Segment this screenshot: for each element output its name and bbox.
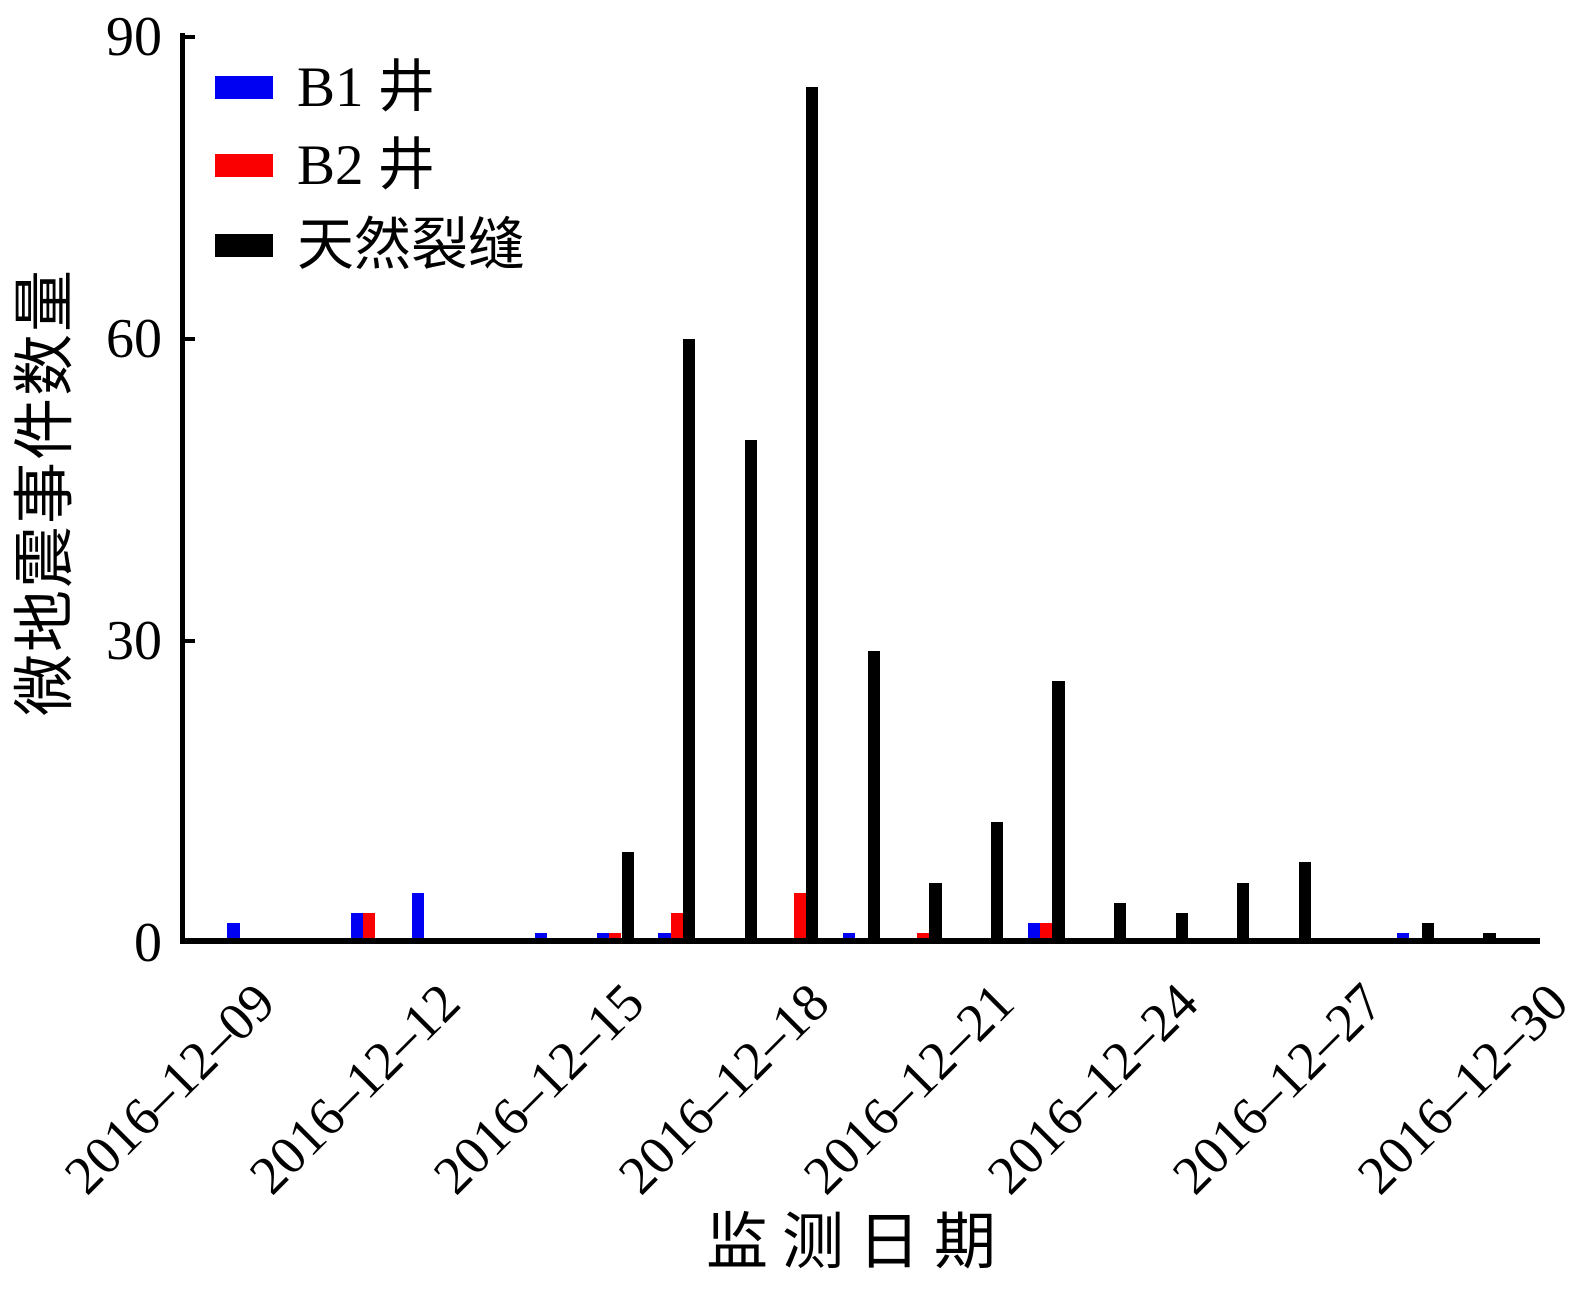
y-tick-label-60: 60 [106,307,162,370]
bar-2016-12-15-nf [621,852,634,943]
y-axis-title: 微地震事件数量 [12,267,80,717]
bar-2016-12-23-nf [1113,902,1127,943]
y-tick-label-90: 90 [106,5,162,68]
bar-2016-12-26-nf [1298,862,1311,943]
legend-label-b2: B2 井 [297,133,435,197]
bar-2016-12-16-b1 [658,932,671,943]
bar-2016-12-09-b1 [227,922,240,943]
bar-2016-12-16-nf [683,338,696,943]
bar-2016-12-15-b1 [596,932,610,943]
bar-2016-12-22-b2 [1040,922,1053,943]
y-tick-label-30: 30 [106,609,162,672]
bar-2016-12-21-nf [990,822,1004,943]
bar-2016-12-16-b2 [670,912,683,943]
bar-2016-12-22-nf [1052,681,1065,943]
bar-2016-12-18-nf [806,87,819,943]
bar-2016-12-19-b1 [842,932,856,943]
y-tick-30 [185,638,195,643]
bar-2016-12-18-b2 [793,892,807,943]
y-tick-label-0: 0 [134,912,162,974]
bar-2016-12-19-nf [867,651,881,943]
legend-item-b2: B2 井 [215,136,435,194]
bar-2016-12-11-b2 [362,912,376,943]
y-tick-60 [185,336,195,341]
bar-2016-12-17-nf [744,439,757,943]
bar-2016-12-25-nf [1237,882,1250,943]
legend-item-b1: B1 井 [215,58,435,116]
bar-2016-12-14-b1 [535,932,548,943]
bar-2016-12-11-b1 [350,912,363,943]
bar-2016-12-22-b1 [1027,922,1040,943]
legend-swatch-b1 [215,75,273,99]
legend-item-natural-fracture: 天然裂缝 [215,216,525,274]
y-axis-line [180,33,185,944]
x-axis-line [180,938,1540,944]
y-tick-90 [185,34,195,39]
x-axis-title: 监测日期 [705,1209,1011,1277]
bar-2016-12-12-b1 [412,892,425,943]
bar-2016-12-28-b1 [1396,932,1410,943]
legend-swatch-b2 [215,153,273,177]
bar-2016-12-15-b2 [609,932,622,943]
legend-label-natural-fracture: 天然裂缝 [297,213,525,277]
bar-2016-12-20-b2 [916,932,930,943]
legend-label-b1: B1 井 [297,55,435,119]
bar-2016-12-24-nf [1175,912,1188,943]
bar-2016-12-28-nf [1421,922,1435,943]
bar-2016-12-20-nf [929,882,942,943]
bar-2016-12-29-nf [1483,932,1496,943]
legend-swatch-natural-fracture [215,233,273,257]
